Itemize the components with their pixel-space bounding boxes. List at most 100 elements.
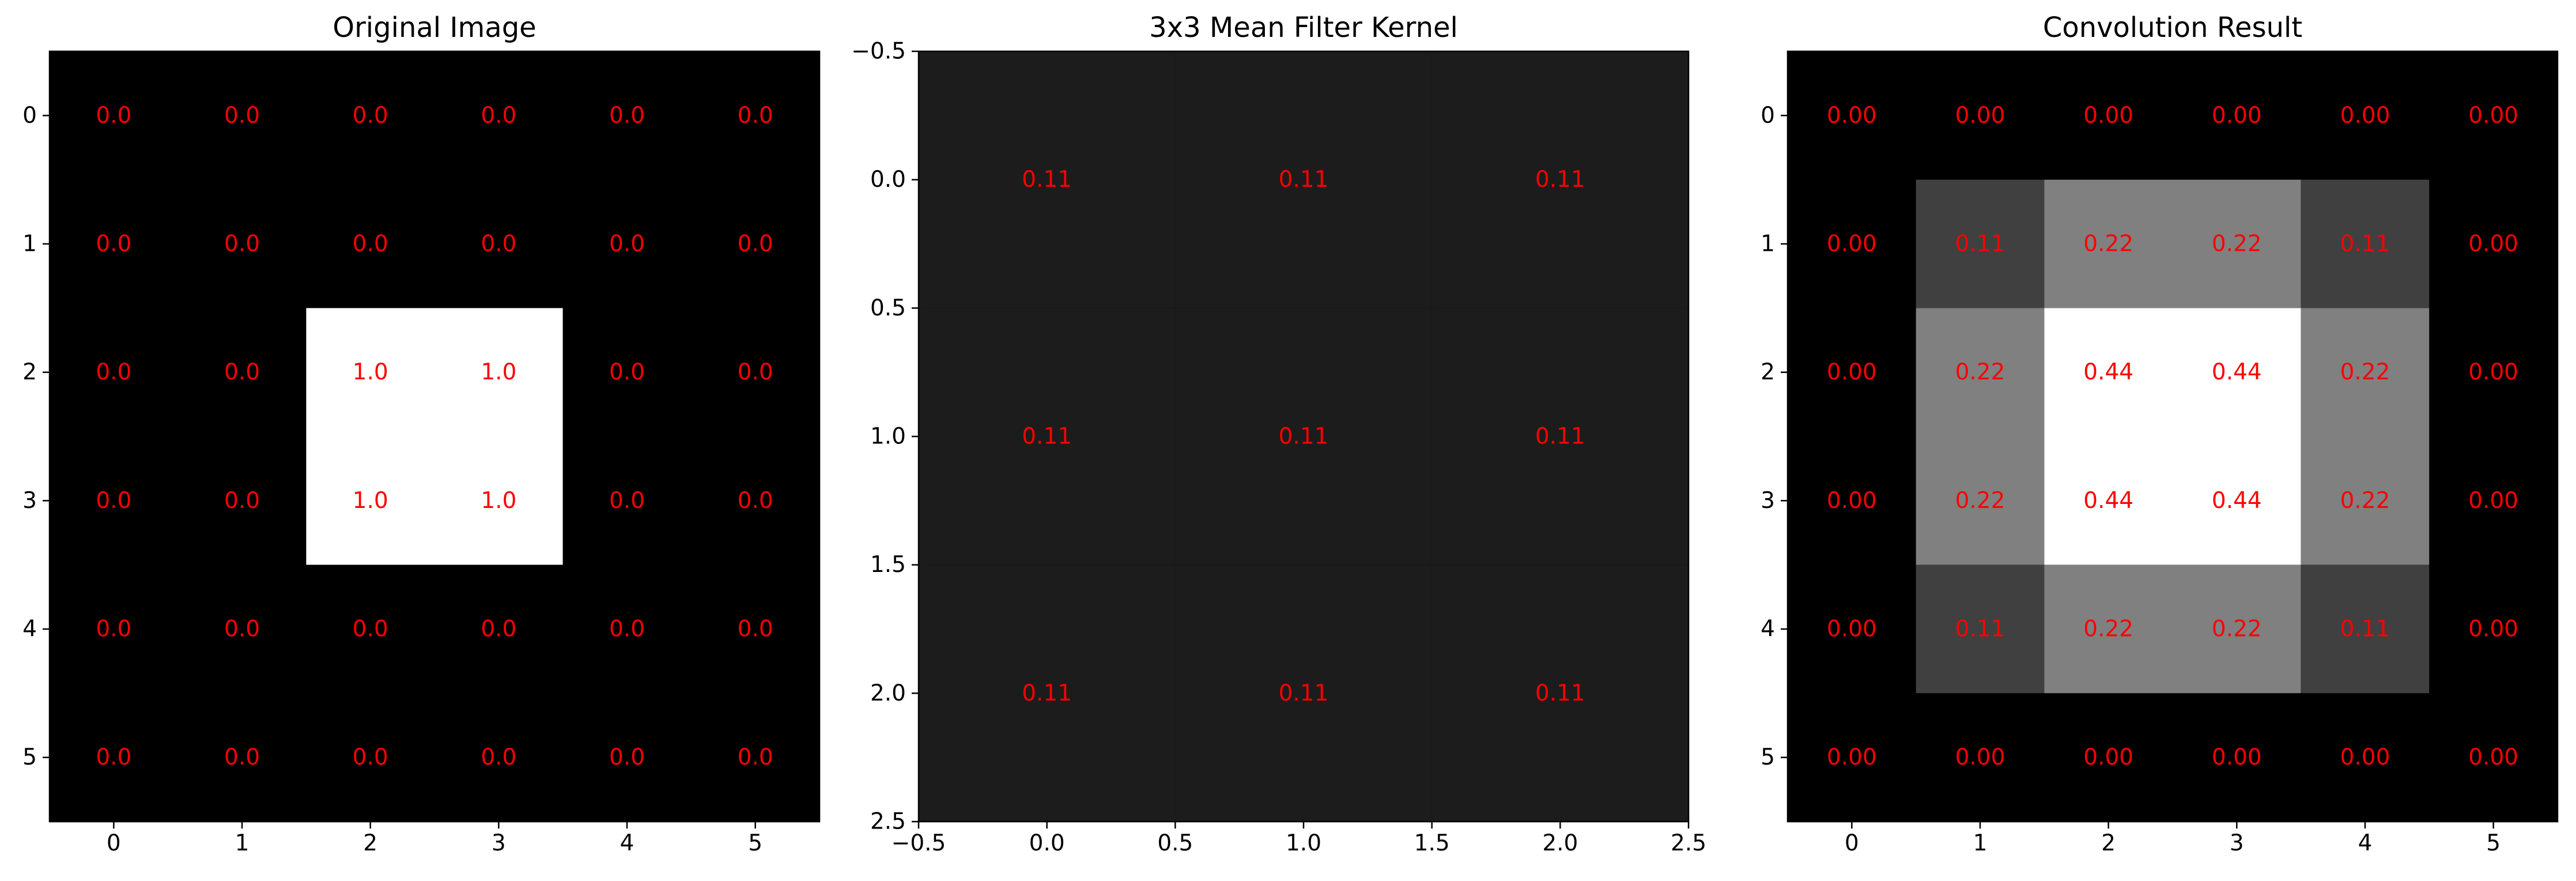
cell-value-label: 0.11 — [1022, 680, 1072, 706]
y-tick-label: 5 — [22, 744, 37, 770]
y-tick-label: 4 — [1761, 616, 1775, 642]
cell-value-label: 0.22 — [1955, 488, 2005, 514]
y-tick-label: 3 — [1761, 488, 1775, 514]
x-tick-label: 5 — [748, 830, 762, 856]
chart-title: Convolution Result — [2043, 12, 2302, 44]
heatmap-cell — [2173, 693, 2301, 822]
cell-value-label: 0.11 — [2340, 231, 2390, 257]
heatmap-cell — [2173, 564, 2301, 694]
heatmap-cell — [435, 179, 563, 308]
x-tick-label: 1 — [1973, 830, 1988, 856]
heatmap-cell — [1175, 51, 1432, 308]
cell-value-label: 0.0 — [738, 616, 773, 642]
heatmap-cell — [691, 179, 819, 308]
cell-value-label: 0.0 — [738, 359, 773, 385]
axes-frame — [1786, 50, 2559, 823]
heatmap-cell — [2429, 564, 2558, 694]
heatmap-cell — [306, 436, 435, 565]
heatmap-cell — [1916, 308, 2045, 436]
heatmap-cell — [562, 693, 692, 822]
x-tick-label: 0.5 — [1157, 830, 1193, 856]
heatmap-cell — [1788, 564, 1916, 694]
heatmap-cell — [50, 179, 178, 308]
heatmap-cell — [435, 693, 563, 822]
y-tick-label: 2.0 — [870, 680, 906, 706]
heatmap-cell — [1431, 308, 1689, 565]
heatmap-cell — [177, 693, 307, 822]
heatmap-cell — [1431, 51, 1689, 308]
cell-value-label: 1.0 — [481, 359, 516, 385]
heatmap-cell — [2429, 436, 2558, 565]
y-tick-label: 4 — [22, 616, 37, 642]
y-tick-label: 1.0 — [870, 424, 906, 450]
cell-value-label: 0.00 — [2468, 103, 2518, 129]
heatmap-cell — [2429, 179, 2558, 308]
heatmap-cell — [177, 564, 307, 694]
chart-title: Original Image — [333, 12, 536, 44]
cell-value-label: 0.11 — [1022, 167, 1072, 193]
cell-value-label: 0.22 — [2083, 231, 2133, 257]
y-tick-label: 1 — [22, 231, 37, 257]
cell-value-label: 0.22 — [2340, 488, 2390, 514]
cell-value-label: 0.22 — [2212, 616, 2262, 642]
cell-value-label: 0.00 — [2468, 231, 2518, 257]
x-tick-label: 0 — [107, 830, 121, 856]
cell-value-label: 0.11 — [1955, 231, 2005, 257]
cell-value-label: 0.11 — [2340, 616, 2390, 642]
cell-value-label: 0.00 — [2340, 744, 2390, 770]
heatmap-cell — [2173, 179, 2301, 308]
y-tick-label: 2 — [22, 359, 37, 385]
cell-value-label: 0.0 — [224, 616, 260, 642]
y-tick-label: 3 — [22, 488, 37, 514]
heatmap-cell — [1175, 308, 1432, 565]
heatmap-cell — [2044, 51, 2173, 180]
chart-panel-1: 0.0 0.0 0.0 0.0 0.0 0.0 0.0 0.0 0.0 0.0 0.0 0.0 0.0 0… — [22, 12, 821, 856]
cell-value-label: 0.0 — [353, 744, 388, 770]
heatmap-cell — [562, 51, 692, 180]
x-tick-label: 3 — [2230, 830, 2244, 856]
cell-value-label: 0.00 — [1827, 103, 1877, 129]
y-tick-label: 2.5 — [870, 809, 906, 835]
heatmap-cell — [306, 308, 435, 436]
cell-value-label: 0.11 — [1279, 424, 1329, 450]
cell-value-label: 0.00 — [1827, 488, 1877, 514]
cell-value-label: 0.0 — [353, 231, 388, 257]
heatmap-cell — [2173, 436, 2301, 565]
heatmap-cell — [2429, 308, 2558, 436]
cell-value-label: 0.00 — [2468, 616, 2518, 642]
cell-value-label: 0.0 — [224, 744, 260, 770]
heatmap-cell — [2301, 51, 2430, 180]
cell-value-label: 0.0 — [609, 231, 645, 257]
chart-panel-2: 0.11 0.11 0.11 0.11 0.11 0.11 0.11 0.11 0.11 −0.5… — [851, 12, 1706, 856]
heatmap-cell — [50, 436, 178, 565]
heatmap-cell — [1916, 436, 2045, 565]
cell-value-label: 0.22 — [2083, 616, 2133, 642]
x-tick-label: 4 — [620, 830, 634, 856]
cell-value-label: 0.0 — [609, 616, 645, 642]
cell-value-label: 0.00 — [1827, 744, 1877, 770]
heatmap-cell — [177, 179, 307, 308]
heatmap-cell — [2301, 436, 2430, 565]
cell-value-label: 0.0 — [224, 103, 260, 129]
cell-value-label: 0.00 — [2468, 744, 2518, 770]
cell-value-label: 0.00 — [2083, 744, 2133, 770]
y-tick-label: 1.5 — [870, 552, 906, 578]
axes-frame — [48, 50, 821, 823]
heatmap-cell — [2301, 564, 2430, 694]
heatmap-cell — [435, 564, 563, 694]
heatmap-cell — [2044, 693, 2173, 822]
heatmap-cell — [2301, 308, 2430, 436]
heatmap-cell — [1788, 693, 1916, 822]
heatmap-cell — [919, 308, 1176, 565]
cell-value-label: 1.0 — [353, 359, 388, 385]
y-tick-label: −0.5 — [851, 39, 906, 65]
y-tick-label: 0.0 — [870, 167, 906, 193]
heatmap-cell — [1788, 436, 1916, 565]
heatmap-cell — [919, 564, 1176, 822]
cell-value-label: 0.0 — [224, 488, 260, 514]
heatmap-cell — [435, 436, 563, 565]
cell-value-label: 0.0 — [96, 231, 131, 257]
cell-value-label: 0.0 — [738, 488, 773, 514]
heatmap-cell — [306, 51, 435, 180]
